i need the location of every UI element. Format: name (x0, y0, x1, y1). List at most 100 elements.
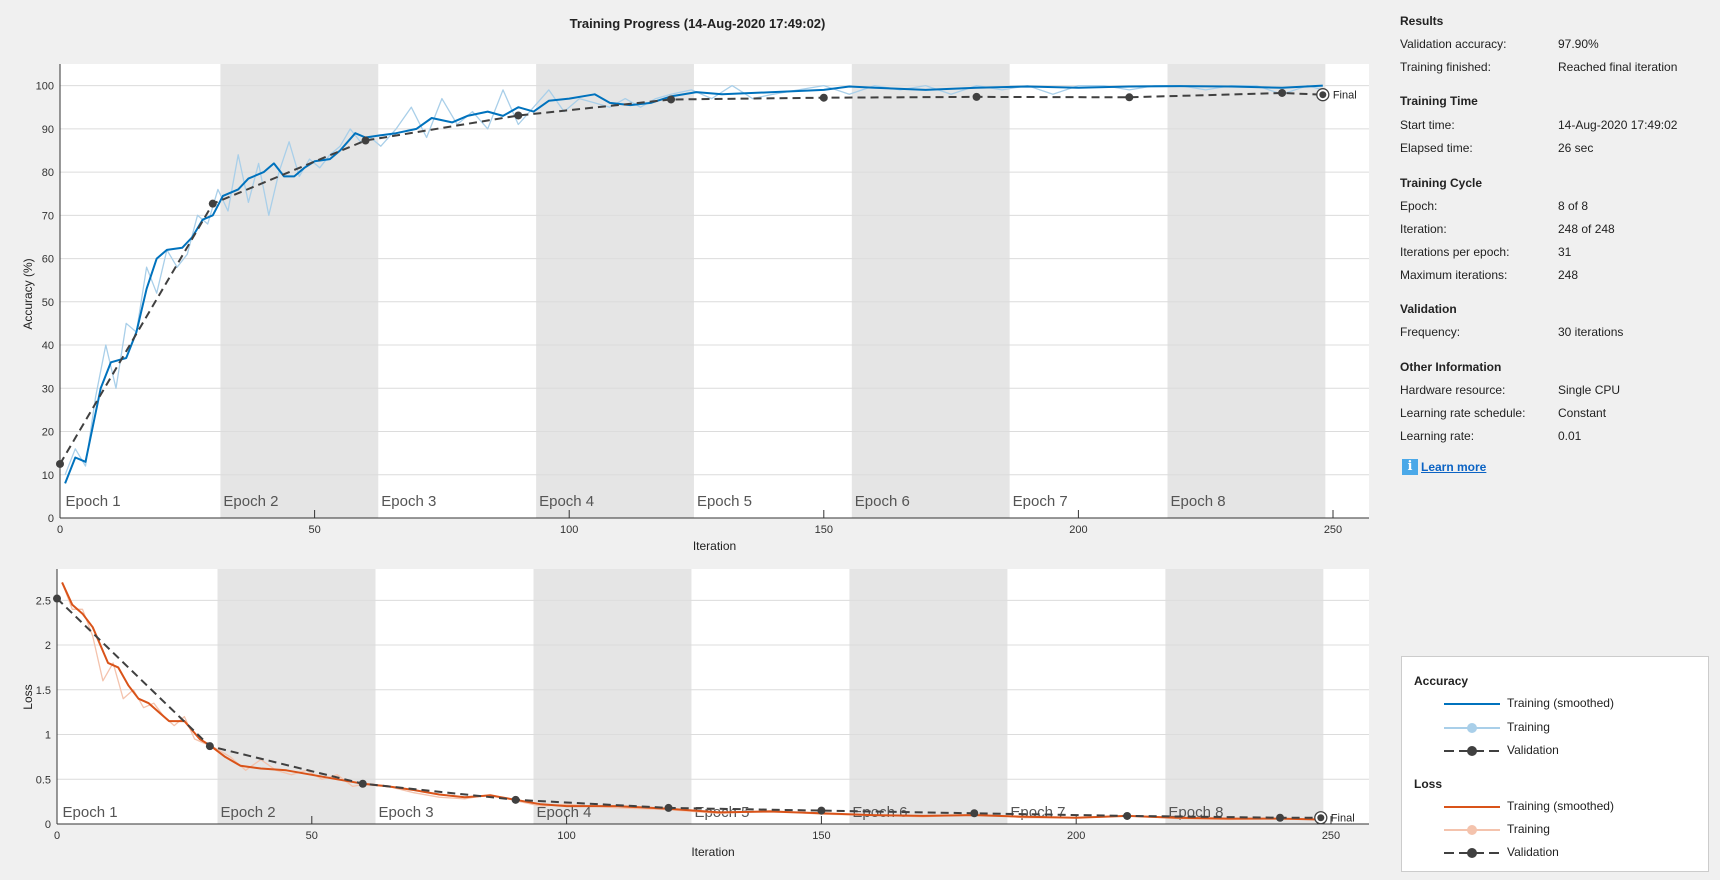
epoch-band (536, 64, 694, 518)
info-value: 30 iterations (1558, 325, 1624, 339)
info-value: Reached final iteration (1558, 60, 1678, 74)
validation-heading: Validation (1400, 302, 1457, 316)
x-tick-label: 0 (54, 830, 60, 842)
learn-more-link-container[interactable]: i Learn more (1402, 459, 1486, 475)
info-label: Learning rate schedule: (1400, 406, 1526, 420)
y-tick-label: 2 (45, 640, 51, 652)
info-value: 26 sec (1558, 141, 1594, 155)
series-training (64, 84, 1323, 476)
info-label: Start time: (1400, 118, 1455, 132)
epoch-band (1165, 569, 1324, 824)
learn-more-link[interactable]: Learn more (1421, 460, 1487, 474)
info-row-elapsed-time: Elapsed time: 26 sec (1400, 141, 1593, 155)
info-value: 14-Aug-2020 17:49:02 (1558, 118, 1678, 132)
x-tick-label: 150 (812, 830, 830, 842)
validation-point (361, 136, 370, 145)
info-label: Learning rate: (1400, 429, 1475, 443)
epoch-label: Epoch 5 (697, 493, 752, 510)
orange-line-icon (1444, 806, 1500, 808)
epoch-band (1167, 64, 1326, 518)
legend-item-loss-training: Training (1442, 822, 1702, 838)
x-tick-label: 100 (557, 830, 575, 842)
validation-point (1276, 813, 1285, 822)
x-tick-label: 250 (1322, 830, 1340, 842)
final-validation-point (1319, 91, 1327, 99)
legend-label: Training (smoothed) (1507, 696, 1614, 710)
info-label: Iteration: (1400, 222, 1447, 236)
x-tick-label: 150 (815, 524, 833, 536)
legend-label: Training (smoothed) (1507, 799, 1614, 813)
y-tick-label: 70 (42, 210, 54, 222)
info-value: 248 (1558, 268, 1579, 282)
validation-point (667, 95, 676, 104)
info-row-hardware-resource: Hardware resource: Single CPU (1400, 383, 1620, 397)
legend-item-accuracy-training: Training (1442, 720, 1702, 736)
x-tick-label: 100 (560, 524, 578, 536)
info-row-learning-rate: Learning rate: 0.01 (1400, 429, 1581, 443)
final-label: Final (1333, 90, 1357, 102)
validation-point (358, 779, 367, 788)
epoch-label: Epoch 2 (221, 804, 276, 821)
validation-point (53, 594, 61, 603)
training-time-heading: Training Time (1400, 94, 1478, 108)
series-validation (56, 597, 1321, 819)
final-validation-point (1317, 814, 1325, 822)
training-progress-charts: Epoch 1 Epoch 2 Epoch 3 Epoch 4 Epoch 5 Epoch… (21, 64, 1369, 859)
x-axis-label: Iteration (691, 845, 734, 859)
epoch-label: Epoch 2 (223, 493, 278, 510)
epoch-label: Epoch 4 (539, 493, 594, 510)
info-label: Frequency: (1400, 325, 1461, 339)
info-label: Validation accuracy: (1400, 37, 1507, 51)
y-tick-label: 20 (42, 427, 54, 439)
info-row-iteration: Iteration: 248 of 248 (1400, 222, 1615, 236)
validation-point (511, 795, 520, 804)
info-label: Hardware resource: (1400, 383, 1506, 397)
y-tick-label: 100 (36, 81, 54, 93)
x-tick-label: 50 (308, 524, 320, 536)
info-row-frequency: Frequency: 30 iterations (1400, 325, 1623, 339)
x-tick-label: 50 (306, 830, 318, 842)
validation-point (972, 92, 981, 101)
y-tick-label: 1 (45, 730, 51, 742)
legend-item-accuracy-validation: Validation (1442, 743, 1702, 759)
series-training-smoothed (64, 84, 1323, 484)
y-tick-label: 90 (42, 124, 54, 136)
y-tick-label: 10 (42, 470, 54, 482)
epoch-label: Epoch 6 (855, 493, 910, 510)
info-row-iterations-per-epoch: Iterations per epoch: 31 (1400, 245, 1571, 259)
light-orange-line-marker-icon (1444, 825, 1500, 835)
y-tick-label: 0 (45, 819, 51, 831)
legend-label: Validation (1507, 743, 1559, 757)
y-tick-label: 30 (42, 383, 54, 395)
epoch-band (533, 569, 692, 824)
x-axis-label: Iteration (693, 539, 736, 553)
validation-point (1123, 811, 1132, 820)
info-value: 0.01 (1558, 429, 1582, 443)
legend-label: Training (1507, 822, 1550, 836)
x-tick-label: 200 (1069, 524, 1087, 536)
legend-item-loss-smoothed: Training (smoothed) (1442, 799, 1702, 815)
blue-line-icon (1444, 703, 1500, 705)
y-tick-label: 60 (42, 254, 54, 266)
info-row-training-finished: Training finished: Reached final iteratio… (1400, 60, 1677, 74)
epoch-band (220, 64, 379, 518)
validation-point (205, 742, 214, 751)
epoch-label: Epoch 1 (66, 493, 121, 510)
dashed-line-marker-icon (1444, 848, 1500, 858)
info-label: Elapsed time: (1400, 141, 1473, 155)
epoch-label: Epoch 4 (536, 804, 591, 821)
legend: Accuracy Training (smoothed) Training Va… (1401, 656, 1709, 872)
info-row-maximum-iterations: Maximum iterations: 248 (1400, 268, 1578, 282)
y-tick-label: 80 (42, 167, 54, 179)
y-axis-label: Loss (21, 684, 35, 709)
epoch-band (849, 569, 1008, 824)
epoch-label: Epoch 7 (1013, 493, 1068, 510)
legend-label: Validation (1507, 845, 1559, 859)
legend-item-loss-validation: Validation (1442, 845, 1702, 861)
epoch-label: Epoch 8 (1171, 493, 1226, 510)
info-value: Single CPU (1558, 383, 1621, 397)
y-tick-label: 40 (42, 340, 54, 352)
info-value: 8 of 8 (1558, 199, 1589, 213)
other-information-heading: Other Information (1400, 360, 1502, 374)
validation-point (664, 803, 673, 812)
